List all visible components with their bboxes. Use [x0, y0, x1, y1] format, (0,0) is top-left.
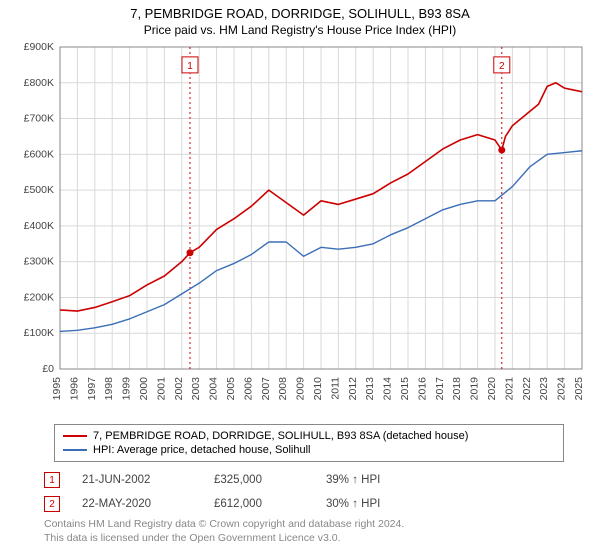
- svg-text:£100K: £100K: [24, 327, 54, 339]
- svg-text:2012: 2012: [347, 377, 359, 401]
- legend-box: 7, PEMBRIDGE ROAD, DORRIDGE, SOLIHULL, B…: [54, 424, 564, 462]
- marker-index-box: 1: [44, 472, 60, 488]
- svg-text:£500K: £500K: [24, 184, 54, 196]
- svg-text:2021: 2021: [503, 377, 515, 401]
- footer-line2: This data is licensed under the Open Gov…: [44, 532, 341, 544]
- svg-text:2007: 2007: [260, 377, 272, 401]
- marker-price: £612,000: [214, 498, 304, 510]
- svg-text:2006: 2006: [242, 377, 254, 401]
- marker-date: 22-MAY-2020: [82, 498, 192, 510]
- footer-line1: Contains HM Land Registry data © Crown c…: [44, 518, 404, 530]
- svg-text:2001: 2001: [155, 377, 167, 401]
- legend-label-1: 7, PEMBRIDGE ROAD, DORRIDGE, SOLIHULL, B…: [93, 430, 468, 442]
- marker-row: 2 22-MAY-2020 £612,000 30% ↑ HPI: [44, 492, 564, 516]
- footer-text: Contains HM Land Registry data © Crown c…: [44, 518, 564, 545]
- svg-text:£700K: £700K: [24, 113, 54, 125]
- svg-text:1997: 1997: [86, 377, 98, 401]
- legend-label-2: HPI: Average price, detached house, Soli…: [93, 444, 311, 456]
- marker-date: 21-JUN-2002: [82, 474, 192, 486]
- svg-text:£200K: £200K: [24, 291, 54, 303]
- svg-text:2005: 2005: [225, 377, 237, 401]
- svg-text:1999: 1999: [121, 377, 133, 401]
- legend-swatch-1: [63, 435, 87, 437]
- legend-row-1: 7, PEMBRIDGE ROAD, DORRIDGE, SOLIHULL, B…: [63, 429, 555, 443]
- svg-text:2025: 2025: [573, 377, 585, 401]
- svg-text:2019: 2019: [469, 377, 481, 401]
- svg-text:2022: 2022: [521, 377, 533, 401]
- svg-text:£800K: £800K: [24, 77, 54, 89]
- chart-container: 7, PEMBRIDGE ROAD, DORRIDGE, SOLIHULL, B…: [0, 0, 600, 560]
- chart-svg: £0 £100K £200K £300K £400K £500K £600K £700K £80…: [10, 41, 590, 411]
- svg-text:£900K: £900K: [24, 41, 54, 53]
- svg-text:2024: 2024: [556, 377, 568, 401]
- svg-text:£400K: £400K: [24, 220, 54, 232]
- marker-price: £325,000: [214, 474, 304, 486]
- chart-title: 7, PEMBRIDGE ROAD, DORRIDGE, SOLIHULL, B…: [0, 0, 600, 21]
- svg-text:1996: 1996: [68, 377, 80, 401]
- markers-table: 1 21-JUN-2002 £325,000 39% ↑ HPI 2 22-MAY-202…: [44, 468, 564, 516]
- svg-text:2017: 2017: [434, 377, 446, 401]
- legend-swatch-2: [63, 449, 87, 451]
- svg-text:2002: 2002: [173, 377, 185, 401]
- svg-text:£600K: £600K: [24, 148, 54, 160]
- legend-row-2: HPI: Average price, detached house, Soli…: [63, 443, 555, 457]
- svg-text:2008: 2008: [277, 377, 289, 401]
- svg-text:2018: 2018: [451, 377, 463, 401]
- svg-text:1995: 1995: [51, 377, 63, 401]
- svg-text:2015: 2015: [399, 377, 411, 401]
- marker-index-box: 2: [44, 496, 60, 512]
- svg-text:£300K: £300K: [24, 256, 54, 268]
- svg-text:2020: 2020: [486, 377, 498, 401]
- svg-text:2004: 2004: [208, 377, 220, 401]
- svg-text:2009: 2009: [295, 377, 307, 401]
- svg-text:1: 1: [187, 61, 193, 72]
- svg-text:1998: 1998: [103, 377, 115, 401]
- svg-text:£0: £0: [42, 363, 54, 375]
- svg-text:2013: 2013: [364, 377, 376, 401]
- svg-text:2000: 2000: [138, 377, 150, 401]
- svg-text:2011: 2011: [329, 377, 341, 400]
- svg-text:2: 2: [499, 61, 505, 72]
- svg-text:2003: 2003: [190, 377, 202, 401]
- chart-plot-area: £0 £100K £200K £300K £400K £500K £600K £700K £80…: [10, 41, 590, 411]
- svg-text:2023: 2023: [538, 377, 550, 401]
- svg-text:2010: 2010: [312, 377, 324, 401]
- svg-text:2016: 2016: [416, 377, 428, 401]
- chart-subtitle: Price paid vs. HM Land Registry's House …: [0, 21, 600, 41]
- marker-row: 1 21-JUN-2002 £325,000 39% ↑ HPI: [44, 468, 564, 492]
- marker-delta: 30% ↑ HPI: [326, 498, 380, 510]
- svg-text:2014: 2014: [382, 377, 394, 401]
- marker-delta: 39% ↑ HPI: [326, 474, 380, 486]
